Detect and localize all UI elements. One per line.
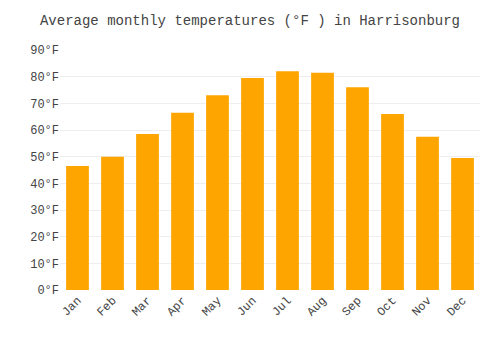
svg-text:Aug: Aug [304,294,329,319]
svg-text:60°F: 60°F [30,124,59,138]
svg-text:May: May [199,294,224,319]
svg-text:Dec: Dec [444,294,469,319]
svg-text:Oct: Oct [374,294,399,319]
svg-text:Mar: Mar [129,294,154,319]
svg-text:70°F: 70°F [30,98,59,112]
svg-text:Jun: Jun [234,294,259,319]
svg-text:20°F: 20°F [30,231,59,245]
svg-text:Average monthly temperatures (: Average monthly temperatures (°F ) in Ha… [40,13,460,29]
svg-text:30°F: 30°F [30,204,59,218]
svg-text:50°F: 50°F [30,151,59,165]
svg-text:40°F: 40°F [30,178,59,192]
svg-text:10°F: 10°F [30,258,59,272]
svg-text:Nov: Nov [409,294,434,319]
svg-text:Apr: Apr [164,294,189,319]
svg-text:0°F: 0°F [37,284,59,298]
svg-text:Sep: Sep [339,294,364,319]
svg-text:90°F: 90°F [30,44,59,58]
svg-text:Feb: Feb [94,294,119,319]
svg-text:Jan: Jan [59,294,84,319]
svg-text:80°F: 80°F [30,71,59,85]
svg-text:Jul: Jul [269,294,294,319]
